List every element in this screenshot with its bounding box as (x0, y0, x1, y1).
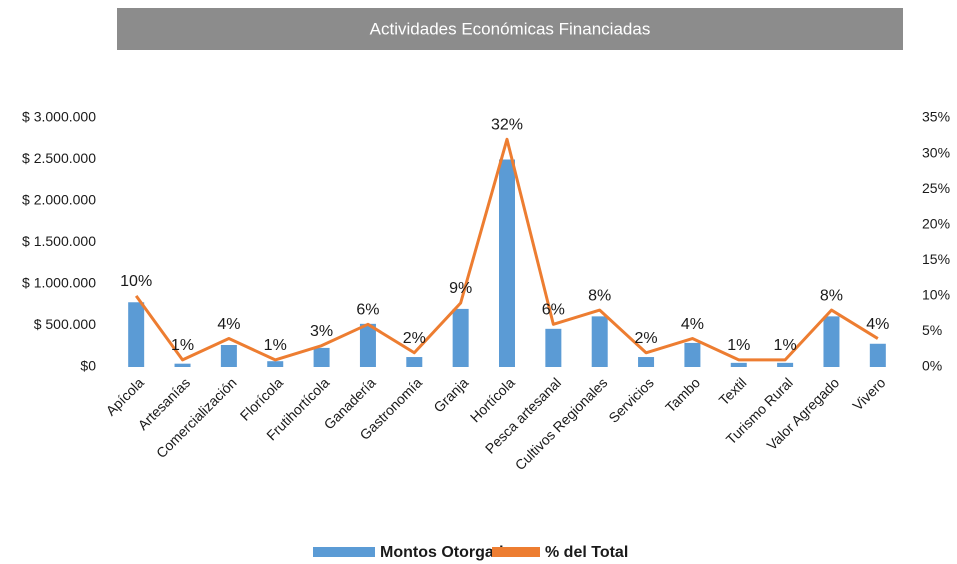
y2-tick-label: 5% (922, 322, 942, 338)
bar (267, 361, 284, 367)
legend-swatch (492, 547, 540, 557)
x-tick-label: Textil (716, 374, 750, 408)
line (134, 137, 879, 362)
y2-tick-label: 30% (922, 144, 950, 160)
x-tick-label: Cultivos Regionales (512, 374, 611, 473)
legend-label: Montos Otorgados (380, 544, 522, 561)
bar (452, 308, 469, 367)
data-label: 1% (727, 337, 750, 354)
bar (220, 345, 237, 367)
bar (777, 362, 794, 367)
bar (545, 328, 562, 367)
chart-title: Actividades Económicas Financiadas (370, 19, 651, 38)
bar (359, 323, 376, 367)
bar (406, 357, 423, 367)
data-label: 32% (491, 117, 523, 134)
title-banner (117, 8, 903, 50)
legend-label: % del Total (545, 544, 628, 561)
y-tick-label: $ 3.000.000 (22, 109, 96, 125)
data-label: 3% (310, 323, 333, 340)
data-label: 2% (634, 330, 657, 347)
y2-tick-label: 20% (922, 215, 950, 231)
y2-tick-label: 0% (922, 358, 942, 374)
y-tick-label: $ 1.500.000 (22, 233, 96, 249)
bar (823, 316, 840, 367)
data-label: 1% (264, 337, 287, 354)
data-label: 8% (820, 287, 843, 304)
data-label: 9% (449, 280, 472, 297)
data-label: 10% (120, 273, 152, 290)
data-label: 1% (774, 337, 797, 354)
legend-swatch (313, 547, 375, 557)
bar (684, 342, 701, 367)
bar (174, 363, 191, 367)
bar (730, 362, 747, 367)
bar (869, 343, 886, 367)
y-tick-label: $ 2.500.000 (22, 150, 96, 166)
y2-tick-label: 25% (922, 180, 950, 196)
data-label: 1% (171, 337, 194, 354)
y2-tick-label: 15% (922, 251, 950, 267)
data-label: 6% (356, 302, 379, 319)
bar (499, 159, 515, 367)
data-label: 6% (542, 302, 565, 319)
x-tick-label: Comercialización (153, 374, 240, 461)
x-tick-label: Vivero (849, 374, 888, 413)
y-tick-label: $0 (80, 358, 96, 374)
bar (128, 302, 145, 367)
y-tick-label: $ 500.000 (34, 316, 96, 332)
x-tick-label: Granja (430, 374, 471, 415)
data-label: 4% (217, 316, 240, 333)
y2-tick-label: 10% (922, 287, 950, 303)
data-label: 8% (588, 287, 611, 304)
data-label: 2% (403, 330, 426, 347)
y-tick-label: $ 2.000.000 (22, 192, 96, 208)
x-tick-label: Servicios (605, 374, 656, 425)
bar (313, 347, 330, 367)
data-label: 4% (681, 316, 704, 333)
x-tick-label: Apícola (103, 374, 147, 418)
data-label: 4% (866, 316, 889, 333)
bar (638, 357, 655, 367)
bar (591, 316, 608, 367)
y2-tick-label: 35% (922, 109, 950, 125)
x-tick-label: Tambo (662, 374, 703, 415)
y-tick-label: $ 1.000.000 (22, 275, 96, 291)
